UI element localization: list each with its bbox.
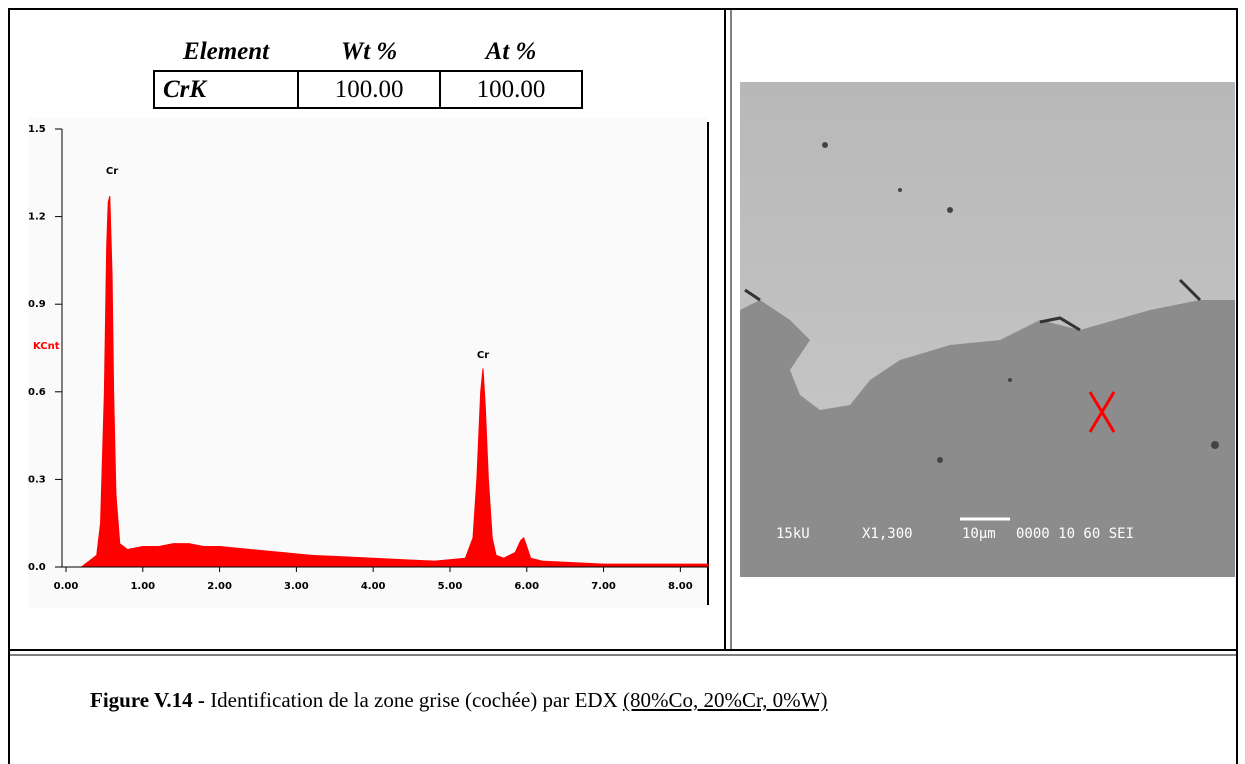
y-tick-label: 1.2 [28, 212, 46, 223]
header: Element [183, 37, 270, 65]
header: Wt % [340, 37, 398, 65]
x-tick-label: 0.00 [54, 581, 79, 592]
x-tick-label: 5.00 [438, 581, 463, 592]
frame [8, 8, 1238, 764]
cell: 100.00 [439, 70, 583, 109]
peak-label: Cr [477, 350, 489, 361]
sem-image: 15kU X1,300 10µm 0000 10 60 SEI [740, 82, 1235, 577]
peak-label: Cr [106, 166, 118, 177]
x-tick-label: 3.00 [284, 581, 309, 592]
spectrum-area [79, 196, 709, 568]
y-tick-label: 0.0 [28, 562, 46, 573]
caption: Figure V.14 - Identification de la zone … [90, 688, 827, 713]
cell: 100.00 [297, 70, 442, 109]
x-tick-label: 1.00 [130, 581, 155, 592]
header: At % [485, 37, 537, 65]
y-tick-label: 1.5 [28, 124, 46, 135]
composition-table: Element Wt % At % CrK 100.00 100.00 [152, 33, 583, 109]
x-tick-label: 2.00 [207, 581, 232, 592]
chart-background [28, 118, 708, 608]
x-tick-label: 4.00 [361, 581, 386, 592]
sem-magnification: X1,300 [862, 526, 913, 542]
sem-info: 0000 10 60 SEI [1016, 526, 1134, 542]
caption-text: Identification de la zone grise (cochée)… [210, 688, 618, 712]
x-tick-label: 7.00 [591, 581, 616, 592]
x-tick-label: 6.00 [514, 581, 539, 592]
caption-note: (80%Co, 20%Cr, 0%W) [623, 688, 828, 712]
spectrum: 0.0 0.3 0.6 0.9 1.2 1.5 0.00 1.00 2.00 3.00 4.00 5.… [28, 124, 709, 592]
sem-scale: 10µm [962, 526, 996, 542]
sem-voltage: 15kU [776, 526, 810, 542]
cell: CrK [152, 70, 300, 109]
y-axis-label: KCnt [33, 341, 60, 352]
x-tick-label: 8.00 [668, 581, 693, 592]
y-tick-label: 0.3 [28, 474, 46, 485]
y-tick-label: 0.9 [28, 299, 46, 310]
y-tick-label: 0.6 [28, 387, 46, 398]
caption-label: Figure V.14 - [90, 688, 205, 712]
